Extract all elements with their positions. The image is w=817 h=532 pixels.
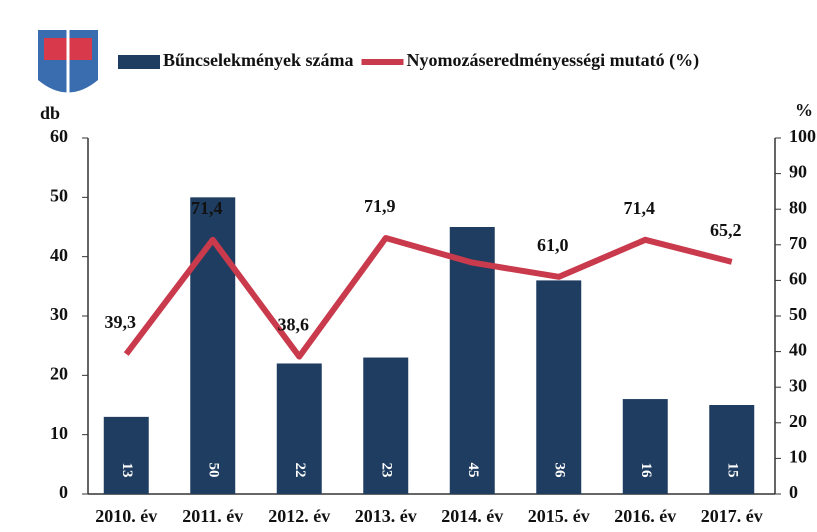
x-tick-label: 2014. év	[441, 506, 503, 526]
y2-tick-label: 70	[789, 233, 807, 253]
y-axis-label: db	[40, 103, 60, 123]
bar-value-label: 50	[205, 463, 221, 478]
y-tick-label: 60	[50, 126, 68, 146]
line-value-label: 38,6	[278, 315, 310, 335]
page: db % 0 10 20 30 40 50 60 0 10 20 30 40 50 60 70 80 90 100…	[0, 0, 817, 532]
chart: db % 0 10 20 30 40 50 60 0 10 20 30 40 50 60 70 80 90 100…	[0, 0, 817, 532]
y-tick-label: 0	[59, 482, 68, 502]
x-tick-label: 2011. év	[182, 506, 243, 526]
y2-tick-label: 20	[789, 411, 807, 431]
y2-tick-label: 100	[789, 126, 816, 146]
legend-swatch	[118, 55, 160, 69]
y2-axis-label: %	[795, 100, 813, 120]
line-value-label: 39,3	[105, 312, 137, 332]
line-value-label: 71,4	[624, 198, 656, 218]
line-value-label: 71,9	[364, 196, 396, 216]
y-tick-label: 50	[50, 185, 68, 205]
x-tick-label: 2010. év	[95, 506, 157, 526]
y2-tick-label: 30	[789, 375, 807, 395]
y2-tick-label: 10	[789, 447, 807, 467]
legend-label: Bűncselekmények száma	[163, 50, 354, 70]
y-tick-label: 40	[50, 245, 68, 265]
y-tick-label: 20	[50, 363, 68, 383]
bar-value-label: 45	[465, 463, 481, 478]
y2-tick-label: 0	[789, 482, 798, 502]
x-tick-label: 2017. év	[701, 506, 763, 526]
bar-value-label: 22	[292, 463, 308, 478]
y2-tick-label: 60	[789, 269, 807, 289]
y2-tick-label: 90	[789, 162, 807, 182]
x-tick-label: 2016. év	[614, 506, 676, 526]
line-value-label: 65,2	[710, 220, 742, 240]
legend-label: Nyomozáseredményességi mutató (%)	[407, 50, 700, 71]
bar-value-label: 23	[378, 463, 394, 478]
bar-value-label: 15	[724, 463, 740, 478]
bar	[104, 417, 149, 494]
y-tick-label: 30	[50, 304, 68, 324]
logo	[38, 30, 98, 98]
x-tick-label: 2012. év	[268, 506, 330, 526]
line-value-label: 61,0	[537, 235, 569, 255]
y2-tick-label: 50	[789, 304, 807, 324]
bar-value-label: 13	[119, 463, 135, 478]
x-tick-label: 2013. év	[355, 506, 417, 526]
y2-tick-label: 80	[789, 197, 807, 217]
y-tick-label: 10	[50, 423, 68, 443]
bar	[623, 399, 668, 494]
y2-tick-label: 40	[789, 340, 807, 360]
bar-value-label: 16	[638, 463, 654, 479]
bar	[709, 405, 754, 494]
x-tick-label: 2015. év	[528, 506, 590, 526]
line-value-label: 71,4	[191, 198, 223, 218]
bar-value-label: 36	[551, 463, 567, 479]
